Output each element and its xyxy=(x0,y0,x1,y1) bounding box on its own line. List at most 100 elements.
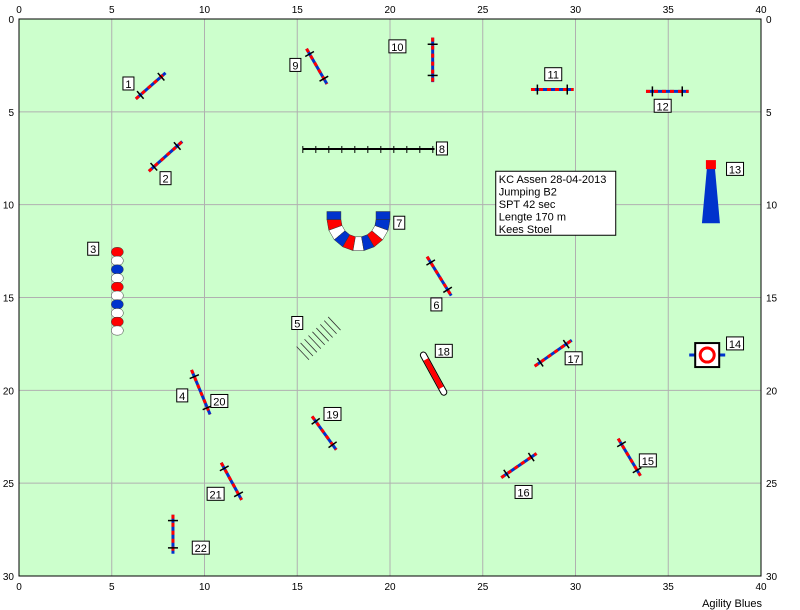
obstacle-number-box xyxy=(435,141,448,156)
tunnel-segment xyxy=(111,273,124,284)
obstacle-number-box xyxy=(289,57,302,72)
obstacle-number-box xyxy=(430,297,443,312)
obstacle-number: 21 xyxy=(210,489,222,501)
weave-pole xyxy=(312,331,326,346)
x-tick-label-bottom: 30 xyxy=(570,582,582,593)
obstacle-number-box xyxy=(388,39,407,54)
obstacle-number-box xyxy=(393,215,406,230)
obstacle-22: 22 xyxy=(167,514,210,555)
weave-pole xyxy=(316,327,329,342)
tunnel-segment xyxy=(111,316,124,327)
x-tick-label-top: 30 xyxy=(570,5,582,16)
x-tick-label-bottom: 10 xyxy=(199,582,211,593)
footer-credit: Agility Blues xyxy=(702,598,762,610)
obstacle-20: 20 xyxy=(210,393,229,408)
y-tick-label-left: 10 xyxy=(3,201,15,212)
obstacle-4: 4 xyxy=(176,369,213,416)
tunnel-segment xyxy=(111,308,124,318)
obstacle-number-box xyxy=(564,351,583,366)
jump-wing xyxy=(304,50,315,58)
info-line: Jumping B2 xyxy=(499,187,557,199)
obstacle-number-box xyxy=(544,67,563,82)
y-tick-label-left: 25 xyxy=(3,479,15,490)
jump-bar xyxy=(533,338,573,368)
obstacle-number: 6 xyxy=(433,300,439,312)
obstacle-17: 17 xyxy=(533,338,583,368)
obstacle-number-box xyxy=(206,486,225,501)
x-tick-label-bottom: 0 xyxy=(16,582,22,593)
y-tick-label-right: 30 xyxy=(766,572,778,583)
y-tick-label-left: 0 xyxy=(8,15,14,26)
obstacle-number: 14 xyxy=(729,339,741,351)
obstacle-number-box xyxy=(434,343,453,358)
jump-wing xyxy=(527,452,535,462)
x-tick-label-bottom: 5 xyxy=(109,582,115,593)
info-line: KC Assen 28-04-2013 xyxy=(499,174,607,186)
obstacle-number: 12 xyxy=(657,101,669,113)
x-tick-label-bottom: 35 xyxy=(663,582,675,593)
obstacle-number-box xyxy=(122,76,135,91)
jump-wing xyxy=(311,417,321,425)
x-tick-label-top: 40 xyxy=(755,5,767,16)
tunnel-segment xyxy=(111,299,124,310)
jump-bar xyxy=(425,255,453,297)
obstacle-5: 5 xyxy=(291,315,341,361)
obstacle-14: 14 xyxy=(689,336,745,369)
obstacle-number: 9 xyxy=(292,60,298,72)
y-tick-label-left: 5 xyxy=(8,108,14,119)
obstacle-10: 10 xyxy=(388,37,438,83)
y-tick-label-right: 10 xyxy=(766,201,778,212)
x-tick-label-top: 15 xyxy=(292,5,304,16)
jump-wing xyxy=(157,72,165,81)
obstacle-7: 7 xyxy=(326,211,406,251)
obstacle-9: 9 xyxy=(289,47,329,85)
x-tick-label-top: 0 xyxy=(16,5,22,16)
jump-wing xyxy=(503,469,511,479)
obstacle-number-box xyxy=(291,315,304,330)
field-border xyxy=(18,18,762,577)
obstacle-number: 17 xyxy=(568,354,580,366)
info-line: SPT 42 sec xyxy=(499,199,556,211)
weave-pole xyxy=(300,342,314,357)
obstacle-number: 22 xyxy=(195,543,207,555)
x-tick-label-top: 25 xyxy=(477,5,489,16)
x-tick-label-bottom: 15 xyxy=(292,582,304,593)
x-tick-label-top: 35 xyxy=(663,5,675,16)
obstacle-6: 6 xyxy=(425,255,453,312)
obstacle-number-box xyxy=(87,241,100,256)
tire-top xyxy=(705,160,716,170)
weave-pole xyxy=(304,338,318,353)
tunnel-end xyxy=(375,211,391,220)
jump-wing xyxy=(632,466,642,474)
obstacle-19: 19 xyxy=(310,406,342,451)
x-tick-label-top: 10 xyxy=(199,5,211,16)
obstacle-number: 15 xyxy=(642,456,654,468)
jump-wing xyxy=(562,339,570,349)
info-line: Lengte 170 m xyxy=(499,212,566,224)
obstacle-number: 4 xyxy=(179,391,185,403)
obstacle-8: 8 xyxy=(302,141,448,156)
jump-wing xyxy=(536,357,544,367)
obstacle-number-box xyxy=(726,336,745,351)
jump-wing xyxy=(442,286,453,294)
x-tick-label-bottom: 25 xyxy=(477,582,489,593)
obstacle-number: 20 xyxy=(213,396,225,408)
obstacle-number: 13 xyxy=(729,164,741,176)
x-tick-label-top: 5 xyxy=(109,5,115,16)
obstacle-21: 21 xyxy=(206,462,244,501)
obstacle-1: 1 xyxy=(122,71,167,100)
jump-wing xyxy=(233,491,244,498)
jump-wing xyxy=(319,75,329,82)
jump-wing xyxy=(328,441,338,449)
obstacle-13: 13 xyxy=(701,160,745,224)
y-tick-label-left: 15 xyxy=(3,294,15,305)
jump-wing xyxy=(219,465,229,472)
weave-pole xyxy=(308,335,322,349)
obstacle-number-box xyxy=(514,484,533,499)
x-tick-label-bottom: 20 xyxy=(384,582,396,593)
y-tick-label-right: 5 xyxy=(766,108,772,119)
obstacle-number-box xyxy=(726,161,745,176)
jump-wing xyxy=(189,373,200,380)
